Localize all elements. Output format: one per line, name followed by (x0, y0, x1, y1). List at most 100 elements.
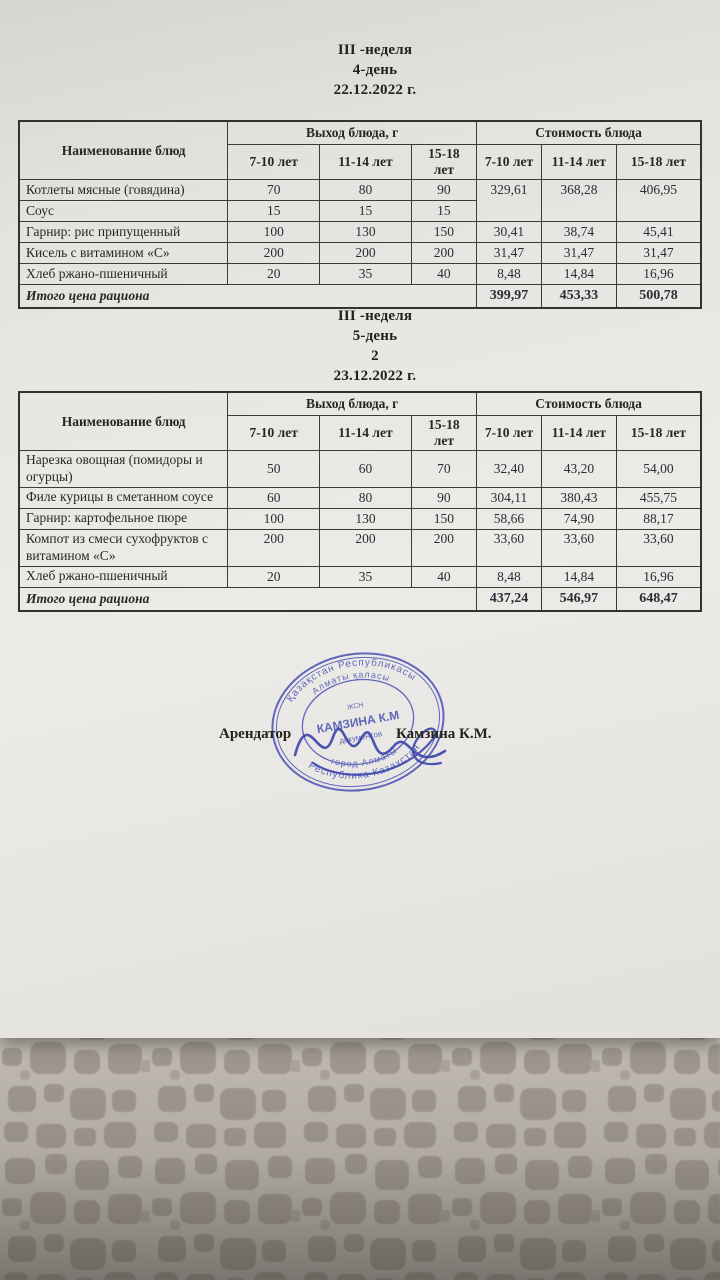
title-line: III -неделя (337, 42, 413, 58)
col-group-cost: Стоимость блюда (476, 120, 702, 145)
table-subheader-row: 7-10 лет 11-14 лет 15-18 лет 7-10 лет 11… (19, 415, 702, 451)
dish-name-cell: Хлеб ржано-пшеничный (18, 263, 229, 285)
table-header-row: Наименование блюд Выход блюда, г Стоимос… (18, 391, 702, 451)
cost-cell: 43,20 (540, 450, 617, 488)
svg-text:Алматы қаласы: Алматы қаласы (308, 664, 393, 698)
title-line: III -неделя (337, 308, 413, 324)
table-header-row: Наименование блюд Выход блюда, г Стоимос… (18, 120, 702, 180)
section-title-day5: III -неделя 5-день 2 23.12.2022 г. (30, 306, 720, 386)
col-group-cost: Стоимость блюда (476, 391, 702, 416)
col-header-age: 11-14 лет (540, 144, 617, 180)
dish-row: Соус 15 15 15 (18, 200, 701, 222)
portion-size-cell: 15 (319, 200, 412, 222)
total-value-cell: 453,33 (540, 284, 617, 309)
col-header-age: 11-14 лет (319, 415, 412, 451)
section-title-day4: III -неделя 4-день 22.12.2022 г. (30, 40, 720, 100)
portion-size-cell: 60 (319, 450, 412, 488)
cost-cell: 33,60 (615, 528, 702, 567)
title-line: 4-день (352, 62, 398, 78)
cost-cell: 45,41 (615, 221, 702, 243)
col-header-age: 7-10 лет (227, 144, 321, 180)
carpet-shadow-overlay (0, 1000, 720, 1280)
col-header-age: 11-14 лет (319, 144, 412, 180)
total-value-cell: 648,47 (615, 586, 702, 611)
col-header-age: 15-18 лет (410, 144, 478, 180)
cost-cell: 38,74 (540, 221, 617, 243)
cost-cell: 58,66 (476, 507, 542, 530)
cost-cell: 406,95 (615, 179, 702, 222)
lessor-name: Камзина К.М. (396, 726, 492, 742)
portion-size-cell: 200 (319, 528, 412, 567)
col-header-age: 7-10 лет (476, 144, 542, 180)
portion-size-cell: 90 (410, 486, 478, 509)
portion-size-cell: 200 (227, 528, 321, 567)
col-header-age: 7-10 лет (227, 415, 321, 451)
dish-name-cell: Филе курицы в сметанном соусе (18, 486, 229, 509)
dish-row: Кисель с витамином «С» 200 200 200 31,47 31,4… (18, 242, 702, 264)
lessor-label: Арендатор (219, 726, 292, 742)
total-label-cell: Итого цена рациона (18, 586, 478, 611)
cost-cell: 88,17 (615, 507, 702, 530)
cost-cell: 329,61 (476, 179, 542, 222)
col-header-age: 15-18 лет (410, 415, 478, 451)
dish-name-cell: Гарнир: картофельное пюре (18, 507, 229, 530)
total-value-cell: 500,78 (615, 284, 702, 309)
dish-row: Хлеб ржано-пшеничный 20 35 40 8,48 14,84 16,96 (18, 565, 702, 588)
stamp-arc-bottom-outer: Республика Казахстан (305, 741, 427, 791)
cost-cell: 16,96 (615, 565, 702, 588)
portion-size-cell: 70 (227, 179, 321, 201)
title-line: 2 (371, 348, 379, 364)
cost-cell: 33,60 (540, 528, 617, 567)
portion-size-cell: 130 (319, 507, 412, 530)
total-value-cell: 546,97 (540, 586, 617, 611)
portion-size-cell: 80 (319, 179, 412, 201)
dish-name-cell: Кисель с витамином «С» (18, 242, 229, 264)
portion-size-cell: 150 (410, 221, 478, 243)
stamp-arc-top-outer: Қазақстан Республикасы (280, 647, 420, 705)
title-line: 22.12.2022 г. (333, 82, 417, 98)
portion-size-cell: 150 (410, 507, 478, 530)
cost-cell: 8,48 (476, 263, 542, 285)
stamp-arc-bottom-inner: город Алматы (329, 744, 401, 773)
portion-size-cell: 20 (227, 565, 321, 588)
portion-size-cell: 20 (227, 263, 321, 285)
portion-size-cell: 80 (319, 486, 412, 509)
portion-size-cell: 40 (410, 565, 478, 588)
cost-cell: 31,47 (540, 242, 617, 264)
menu-table-day4: Наименование блюд Выход блюда, г Стоимос… (18, 120, 702, 309)
dish-name-cell: Компот из смеси сухофруктов с витамином … (18, 528, 229, 567)
col-header-age: 15-18 лет (615, 415, 702, 451)
total-row: Итого цена рациона 437,24 546,97 648,47 (18, 586, 702, 611)
portion-size-cell: 70 (410, 450, 478, 488)
title-line: 5-день (352, 328, 398, 344)
cost-cell: 368,28 (540, 179, 617, 222)
svg-text:Қазақстан Республикасы: Қазақстан Республикасы (280, 647, 420, 705)
stamp-center-small-bottom: документов (339, 729, 383, 745)
portion-size-cell: 100 (227, 507, 321, 530)
cost-cell: 32,40 (476, 450, 542, 488)
stamp-center-small-top: ЖСН (347, 702, 364, 712)
col-header-age: 11-14 лет (540, 415, 617, 451)
cost-cell: 14,84 (540, 565, 617, 588)
stamp-arc-top-inner: Алматы қаласы (308, 664, 393, 698)
cost-cell: 31,47 (615, 242, 702, 264)
cost-cell: 31,47 (476, 242, 542, 264)
portion-size-cell: 200 (227, 242, 321, 264)
portion-size-cell: 15 (227, 200, 321, 222)
menu-table-day5: Наименование блюд Выход блюда, г Стоимос… (18, 391, 702, 612)
portion-size-cell: 90 (410, 179, 478, 201)
svg-text:город Алматы: город Алматы (329, 744, 401, 773)
total-value-cell: 399,97 (476, 284, 542, 309)
cost-cell: 16,96 (615, 263, 702, 285)
cost-cell: 380,43 (540, 486, 617, 509)
cost-cell: 304,11 (476, 486, 542, 509)
portion-size-cell: 100 (227, 221, 321, 243)
cost-cell: 33,60 (476, 528, 542, 567)
dish-row: Филе курицы в сметанном соусе 60 80 90 304,1… (18, 486, 702, 509)
cost-cell: 30,41 (476, 221, 542, 243)
stamp-center-name: КАМЗИНА К.М (316, 708, 401, 736)
portion-size-cell: 35 (319, 565, 412, 588)
portion-size-cell: 200 (410, 528, 478, 567)
document-paper: III -неделя 4-день 22.12.2022 г. Наименова… (0, 0, 720, 1038)
